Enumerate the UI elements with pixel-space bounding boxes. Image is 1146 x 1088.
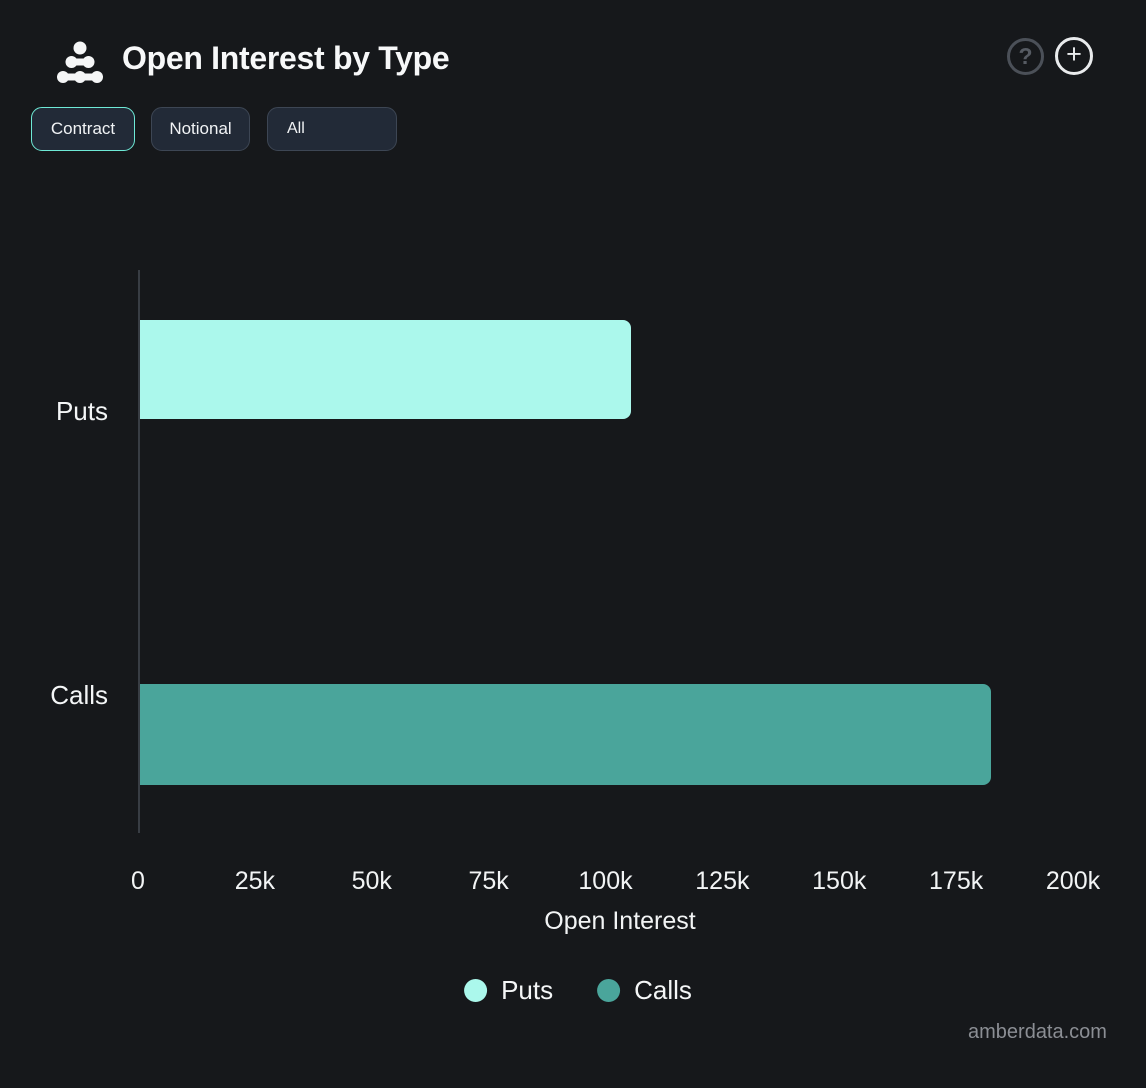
x-axis-title: Open Interest xyxy=(544,907,696,935)
x-tick-label: 150k xyxy=(812,867,867,895)
bar-puts[interactable] xyxy=(140,320,631,419)
legend-label-puts: Puts xyxy=(501,975,554,1005)
legend-dot-puts xyxy=(464,979,488,1002)
question-mark-icon: ? xyxy=(1018,43,1033,69)
legend-label-calls: Calls xyxy=(634,975,692,1005)
amberdata-cluster-icon xyxy=(57,41,103,83)
help-button[interactable]: ? xyxy=(1007,38,1044,75)
page-title: Open Interest by Type xyxy=(122,40,450,76)
x-tick-label: 75k xyxy=(468,867,509,895)
legend-item-puts[interactable]: Puts xyxy=(464,975,553,1006)
y-tick-label-calls: Calls xyxy=(50,680,108,710)
toggle-notional-button[interactable]: Notional xyxy=(151,107,250,151)
x-tick-label: 25k xyxy=(234,867,276,895)
x-tick-label: 175k xyxy=(929,867,984,895)
x-tick-label: 200k xyxy=(1045,867,1101,895)
y-tick-label-puts: Puts xyxy=(55,396,108,426)
amberdata-watermark: amberdata.com xyxy=(968,1021,1107,1043)
chart-legend: Puts Calls xyxy=(464,975,692,1006)
add-button[interactable]: + xyxy=(1055,37,1093,75)
x-axis-ticks: 0 25k 50k 75k 100k 125k 150k 175k 200k xyxy=(131,867,1100,897)
x-tick-label: 50k xyxy=(351,867,392,895)
toggle-contract-button[interactable]: Contract xyxy=(31,107,135,151)
bar-calls[interactable] xyxy=(140,684,991,785)
plus-icon: + xyxy=(1066,39,1082,69)
x-tick-label: 0 xyxy=(131,867,145,895)
bar-chart-plot-area xyxy=(140,270,1075,833)
legend-dot-calls xyxy=(597,979,621,1002)
x-tick-label: 100k xyxy=(578,867,633,895)
filter-all-dropdown[interactable]: All xyxy=(267,107,397,151)
legend-item-calls[interactable]: Calls xyxy=(597,975,692,1006)
x-tick-label: 125k xyxy=(695,867,750,895)
y-axis-line xyxy=(138,270,140,833)
